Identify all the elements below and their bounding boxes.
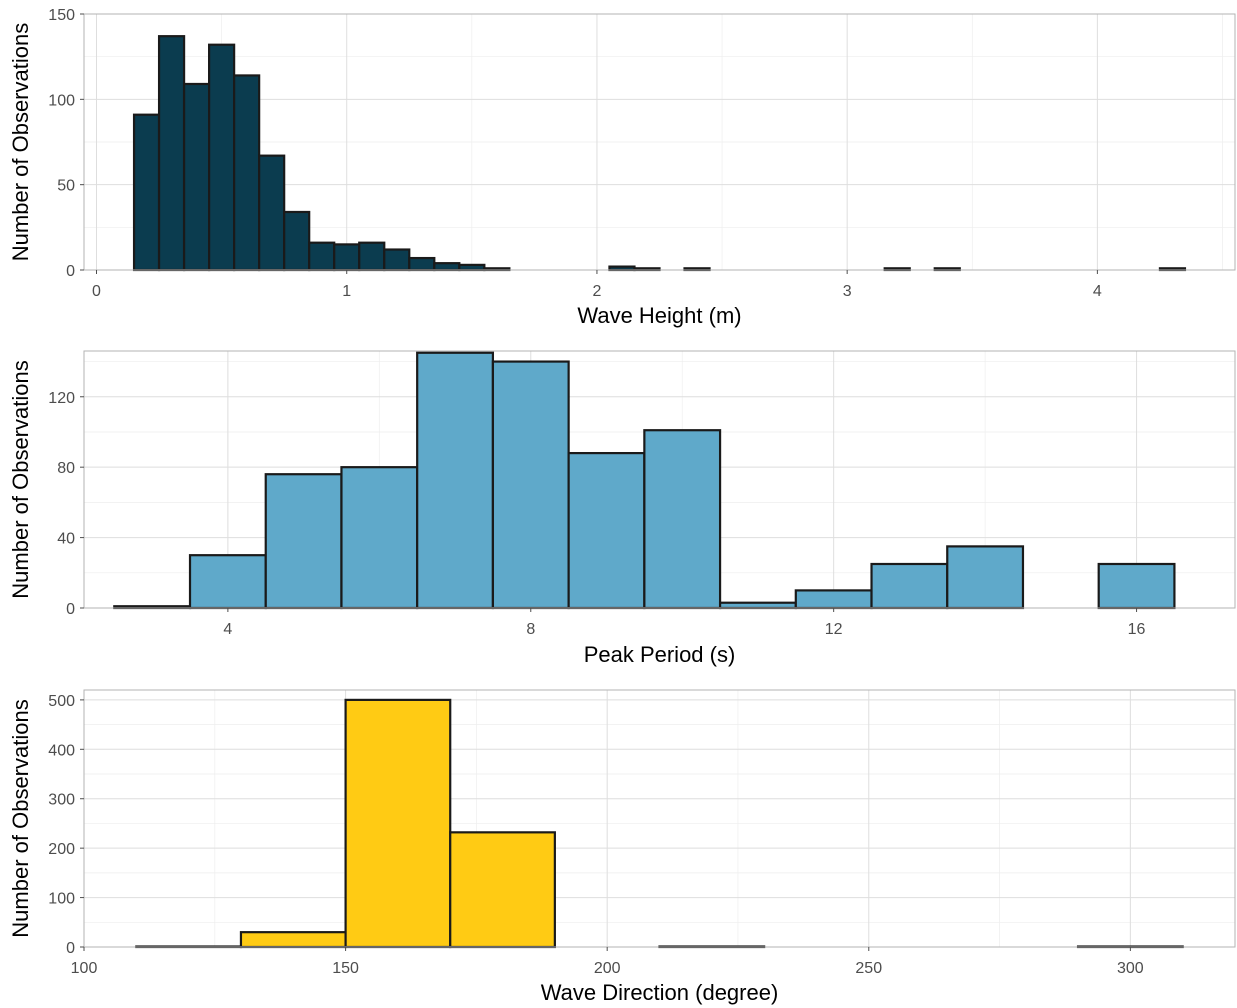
x-axis-title: Peak Period (s) [584,642,736,667]
x-tick-label: 8 [526,621,535,638]
histogram-bar [358,241,386,272]
histogram-bar [383,248,411,272]
x-tick-label: 3 [843,283,852,300]
y-tick-label: 0 [66,263,75,280]
histogram-bar [239,931,347,949]
histogram-bar [416,351,495,610]
y-tick-label: 120 [48,390,75,407]
y-tick-label: 150 [48,7,75,24]
x-tick-label: 250 [855,960,882,977]
y-tick-label: 400 [48,742,75,759]
histogram-bar [333,243,361,272]
wave-height-panel: 0 50 100 150 0 1 2 3 4 Wave Height (m) Number of O… [8,7,1236,328]
histogram-bar [408,256,436,272]
histogram-bar [157,35,186,272]
y-axis-title: Number of Observations [8,699,33,937]
histogram-bar [491,360,570,610]
y-tick-label: 40 [57,531,75,548]
histogram-bar [870,562,949,610]
y-axis-title: Number of Observations [8,360,33,598]
histogram-bar [308,241,336,272]
x-tick-label: 16 [1128,621,1146,638]
y-tick-label: 500 [48,693,75,710]
y-tick-label: 300 [48,792,75,809]
histogram-bar [344,698,452,949]
y-tick-label: 0 [66,601,75,618]
x-tick-label: 100 [71,960,98,977]
histogram-bar [182,82,211,272]
x-tick-label: 0 [92,283,101,300]
y-tick-label: 50 [57,178,75,195]
histogram-bar [718,601,797,610]
y-tick-label: 200 [48,841,75,858]
histogram-bar [258,154,286,272]
histogram-bar [340,466,419,610]
histogram-bar [1097,562,1176,610]
x-tick-label: 4 [223,621,232,638]
x-tick-label: 150 [332,960,359,977]
x-tick-label: 12 [825,621,843,638]
x-axis-title: Wave Direction (degree) [541,980,779,1005]
histogram-bar [233,74,261,272]
histogram-bar [643,429,722,610]
histogram-bar [264,473,343,610]
histogram-bar [449,831,556,949]
histogram-bar [946,545,1025,610]
y-tick-label: 100 [48,92,75,109]
histogram-bar [188,554,267,610]
y-tick-label: 0 [66,940,75,957]
x-tick-label: 1 [342,283,351,300]
histogram-bar [458,263,486,272]
y-axis-title: Number of Observations [8,23,33,261]
x-tick-label: 300 [1117,960,1144,977]
histogram-bar [132,113,161,272]
histogram-bar [794,589,873,610]
x-axis-title: Wave Height (m) [577,303,741,328]
histogram-bar [567,451,646,610]
histogram-bar [208,43,236,272]
histogram-bar [283,210,311,272]
wave-direction-panel: 0 100 200 300 400 500 100 150 200 250 300 Wave Dire… [8,689,1236,1005]
histogram-bar [608,265,636,272]
panel-border [83,689,1236,948]
histogram-bar [433,262,461,272]
x-tick-label: 2 [592,283,601,300]
y-tick-label: 80 [57,460,75,477]
x-tick-label: 4 [1093,283,1102,300]
panel-border [83,350,1236,609]
y-tick-label: 100 [48,891,75,908]
peak-period-panel: 0 40 80 120 4 8 12 16 Peak Period (s) Number of O… [8,350,1236,667]
panel-border [83,13,1236,271]
x-tick-label: 200 [594,960,621,977]
